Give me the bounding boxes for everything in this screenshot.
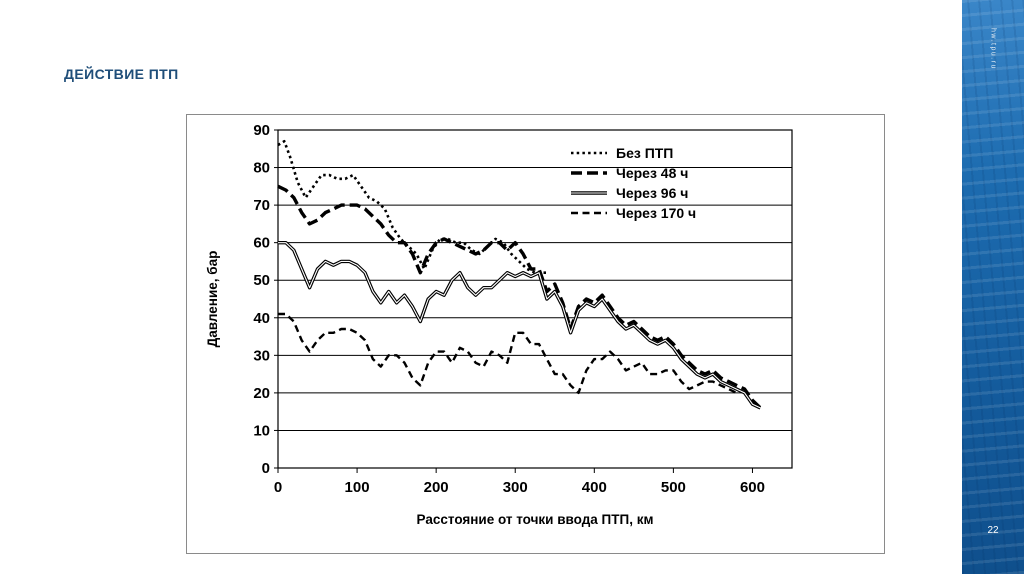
svg-text:600: 600 — [740, 479, 765, 496]
svg-text:0: 0 — [262, 460, 270, 477]
sidebar-band: hw.tpu.ru 22 — [962, 0, 1024, 574]
svg-text:10: 10 — [253, 422, 270, 439]
svg-text:0: 0 — [274, 479, 282, 496]
svg-text:500: 500 — [661, 479, 686, 496]
svg-text:Через 170 ч: Через 170 ч — [616, 205, 696, 221]
svg-text:50: 50 — [253, 272, 270, 289]
svg-text:90: 90 — [253, 122, 270, 139]
svg-text:30: 30 — [253, 347, 270, 364]
svg-text:60: 60 — [253, 235, 270, 252]
page-number: 22 — [987, 525, 999, 536]
svg-text:Расстояние от точки ввода ПТП,: Расстояние от точки ввода ПТП, км — [417, 512, 654, 527]
svg-text:Без ПТП: Без ПТП — [616, 145, 673, 161]
svg-text:Через 48 ч: Через 48 ч — [616, 165, 688, 181]
slide-title: ДЕЙСТВИЕ ПТП — [64, 66, 179, 82]
svg-text:Давление, бар: Давление, бар — [205, 251, 220, 348]
chart-frame: 0 10 20 30 40 50 60 70 80 90 0 100 200 300 400 500 600 Ра… — [186, 114, 885, 554]
svg-text:40: 40 — [253, 310, 270, 327]
svg-text:Через 96 ч: Через 96 ч — [616, 185, 688, 201]
sidebar-watermark: hw.tpu.ru — [989, 28, 997, 70]
svg-text:20: 20 — [253, 385, 270, 402]
svg-text:400: 400 — [582, 479, 607, 496]
pressure-vs-distance-chart: 0 10 20 30 40 50 60 70 80 90 0 100 200 300 400 500 600 Ра… — [205, 122, 793, 527]
svg-text:200: 200 — [424, 479, 449, 496]
svg-text:300: 300 — [503, 479, 528, 496]
svg-text:70: 70 — [253, 197, 270, 214]
svg-text:100: 100 — [345, 479, 370, 496]
svg-text:80: 80 — [253, 160, 270, 177]
